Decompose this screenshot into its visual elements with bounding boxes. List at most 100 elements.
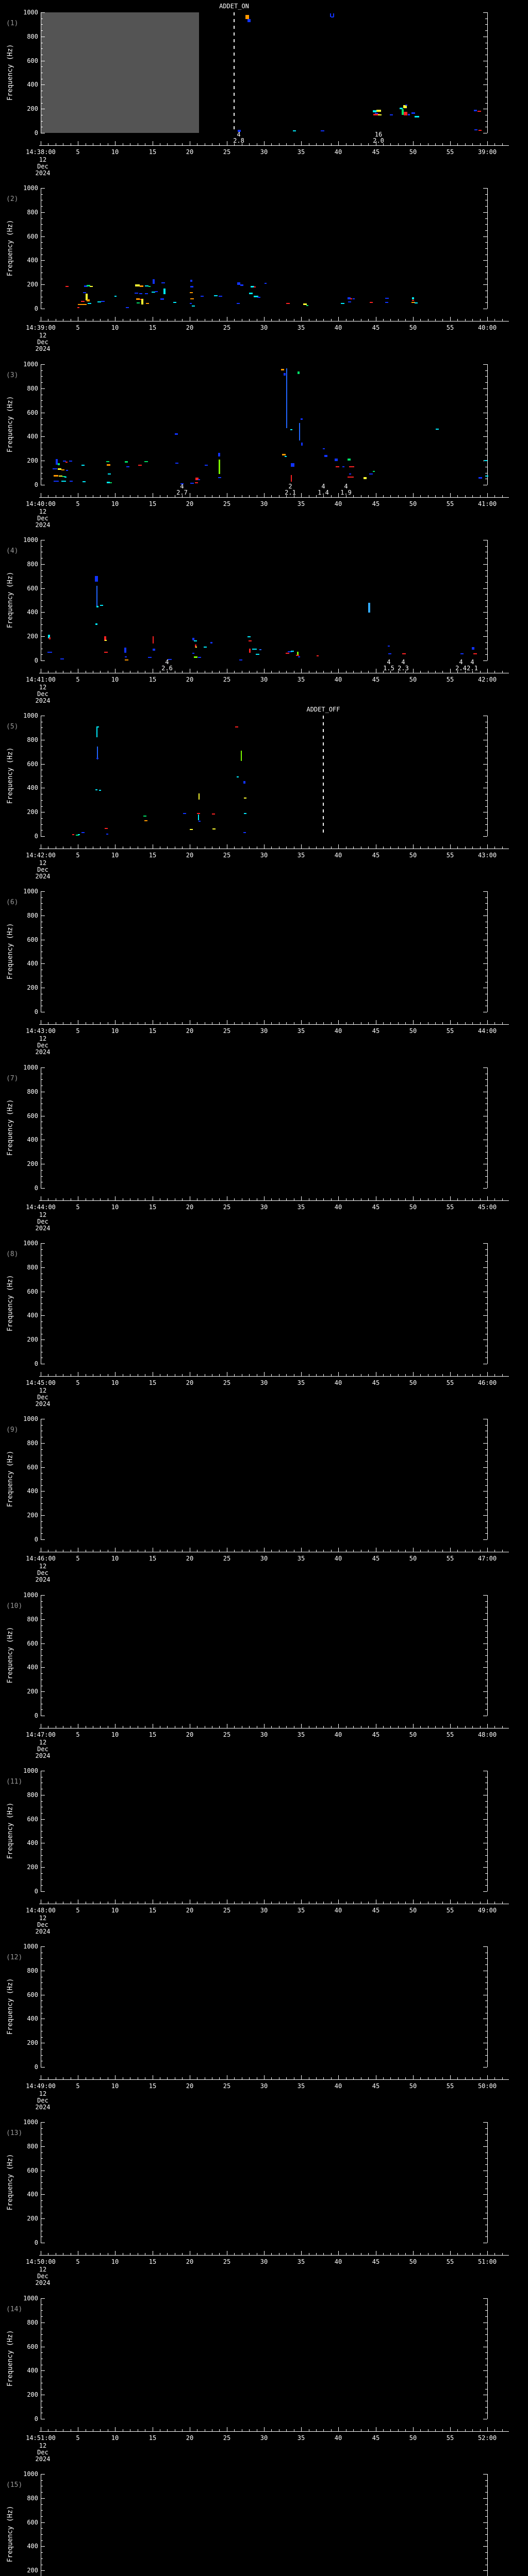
x-tick-label: 5: [76, 1379, 80, 1386]
x-minor-tick: [100, 1550, 101, 1552]
x-tick-label: 50: [409, 148, 417, 156]
x-end-time-label: 47:00: [477, 1555, 497, 1562]
y-major-tick: [41, 2522, 45, 2523]
x-major-tick: [301, 1900, 302, 1904]
detection-count-label: 4: [459, 658, 463, 666]
x-tick-label: 20: [186, 1027, 194, 1035]
y-axis-right: [487, 540, 488, 660]
x-minor-tick: [167, 1726, 168, 1728]
x-minor-tick: [465, 1198, 466, 1200]
x-tick-label: 10: [111, 2434, 119, 2442]
y-major-tick: [483, 963, 487, 964]
x-minor-tick: [249, 1022, 250, 1024]
detection-mark: [148, 286, 151, 287]
detection-mark: [190, 280, 192, 282]
x-minor-tick: [331, 2253, 332, 2255]
y-tick-label: 600: [27, 1816, 38, 1823]
y-major-tick: [483, 1443, 487, 1444]
y-minor-tick: [41, 600, 43, 601]
x-minor-tick: [316, 2077, 317, 2079]
x-minor-tick: [383, 1198, 384, 1200]
x-tick-label: 15: [148, 1204, 157, 1211]
detection-mark: [348, 297, 351, 299]
y-minor-tick: [41, 642, 43, 643]
x-minor-tick: [420, 2429, 421, 2431]
y-major-tick: [41, 1067, 45, 1068]
x-axis: [39, 1200, 509, 1201]
detection-score-label: 1.9: [340, 489, 352, 496]
date-line: 2024: [35, 1225, 51, 1232]
y-minor-tick: [41, 606, 43, 607]
x-minor-tick: [182, 1726, 183, 1728]
y-major-tick: [41, 660, 45, 661]
x-minor-tick: [249, 2077, 250, 2079]
detection-mark: [460, 653, 464, 654]
x-end-time-label: 50:00: [477, 2082, 497, 2090]
y-minor-tick: [41, 2200, 43, 2201]
y-tick-label: 800: [27, 33, 38, 40]
detection-mark: [58, 463, 60, 465]
y-minor-tick: [41, 1425, 43, 1426]
y-minor-tick: [41, 30, 43, 31]
x-minor-tick: [390, 2429, 391, 2431]
x-minor-tick: [383, 2429, 384, 2431]
x-tick-label: 40: [334, 2082, 342, 2090]
x-minor-tick: [405, 1022, 406, 1024]
detection-mark: [301, 443, 303, 446]
detection-mark: [301, 418, 303, 420]
x-tick-label: 35: [297, 1204, 305, 1211]
x-tick-label: 30: [260, 148, 268, 156]
y-major-tick: [483, 1891, 487, 1892]
detection-mark: [197, 813, 200, 814]
y-major-tick: [41, 260, 45, 261]
detection-mark: [296, 655, 299, 656]
x-tick-label: 20: [186, 1907, 194, 1914]
x-minor-tick: [167, 2253, 168, 2255]
x-minor-tick: [494, 2429, 495, 2431]
x-major-tick: [115, 1548, 116, 1552]
detection-mark: [249, 649, 251, 653]
y-major-tick: [483, 1539, 487, 1540]
x-minor-tick: [442, 319, 443, 321]
x-tick-label: 5: [76, 1731, 80, 1738]
x-minor-tick: [472, 671, 473, 673]
date-line: 12: [39, 1387, 47, 1394]
x-minor-tick: [457, 319, 458, 321]
x-major-tick: [450, 1372, 451, 1376]
y-minor-tick: [485, 206, 487, 207]
x-minor-tick: [480, 1726, 481, 1728]
x-major-tick: [450, 2251, 451, 2255]
y-minor-tick: [485, 1261, 487, 1262]
detection-mark: [190, 286, 193, 287]
y-minor-tick: [41, 1170, 43, 1171]
y-tick-label: 200: [27, 984, 38, 991]
y-tick-label: 600: [27, 1991, 38, 1998]
x-minor-tick: [472, 1022, 473, 1024]
detection-mark: [87, 285, 90, 286]
x-major-tick: [301, 1724, 302, 1728]
x-major-tick: [338, 2427, 339, 2431]
detection-mark: [252, 649, 257, 650]
y-minor-tick: [41, 2516, 43, 2517]
y-minor-tick: [485, 66, 487, 67]
y-major-tick: [41, 12, 45, 13]
detection-mark: [97, 726, 99, 727]
x-tick-label: 35: [297, 2258, 305, 2265]
x-end-time-label: 51:00: [477, 2258, 497, 2265]
spectrogram-panel: (2) Frequency (Hz) 0 200 400 600 800 1000 14:39:…: [0, 176, 528, 352]
x-minor-tick: [353, 846, 354, 849]
detection-mark: [81, 301, 85, 302]
date-line: 2024: [35, 2279, 51, 2286]
x-minor-tick: [398, 1902, 399, 1904]
y-major-tick: [483, 660, 487, 661]
date-line: Dec: [37, 1569, 48, 1577]
date-line: Dec: [37, 1042, 48, 1049]
x-minor-tick: [465, 495, 466, 497]
y-major-tick: [483, 1595, 487, 1596]
x-tick-label: 10: [111, 676, 119, 683]
x-tick-label: 30: [260, 1555, 268, 1562]
x-minor-tick: [494, 1198, 495, 1200]
x-minor-tick: [405, 846, 406, 849]
x-major-tick: [264, 1372, 265, 1376]
detection-mark: [87, 299, 90, 301]
